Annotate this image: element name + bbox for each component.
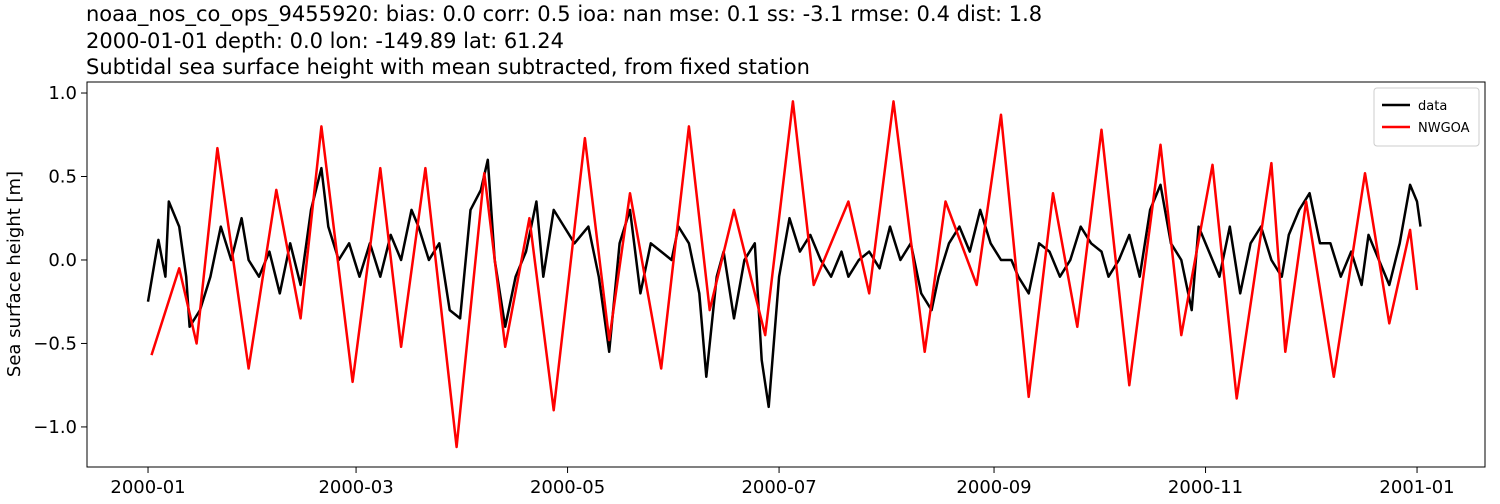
y-tick-label: 0.5 xyxy=(48,166,77,187)
title-line: Subtidal sea surface height with mean su… xyxy=(86,55,810,79)
series-line xyxy=(150,100,1419,449)
x-tick-label: 2000-01 xyxy=(110,477,185,498)
legend-label: data xyxy=(1418,99,1447,114)
x-tick-label: 2000-05 xyxy=(530,477,605,498)
x-tick-label: 2001-01 xyxy=(1379,477,1454,498)
y-tick-label: 0.0 xyxy=(48,250,77,271)
title-line: 2000-01-01 depth: 0.0 lon: -149.89 lat: … xyxy=(86,29,564,53)
x-tick-label: 2000-07 xyxy=(741,477,816,498)
legend-label: NWGOA xyxy=(1418,121,1470,136)
x-tick-label: 2000-03 xyxy=(318,477,393,498)
y-tick-label: 1.0 xyxy=(48,83,77,104)
plot-frame xyxy=(86,81,1486,468)
title-line: noaa_nos_co_ops_9455920: bias: 0.0 corr:… xyxy=(86,2,1042,27)
x-tick-label: 2000-09 xyxy=(956,477,1031,498)
y-tick-label: −1.0 xyxy=(33,417,77,438)
y-tick-label: −0.5 xyxy=(33,333,77,354)
y-axis-label: Sea surface height [m] xyxy=(4,171,25,377)
legend-box xyxy=(1373,87,1480,147)
x-tick-label: 2000-11 xyxy=(1168,477,1243,498)
